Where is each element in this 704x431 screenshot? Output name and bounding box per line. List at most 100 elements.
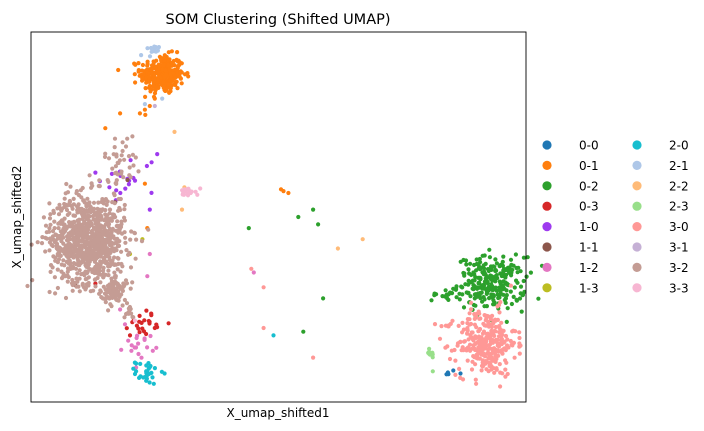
point-3-0 [261, 285, 266, 290]
point-0-3 [134, 323, 139, 328]
point-0-1 [118, 111, 123, 116]
point-3-2 [122, 157, 127, 162]
point-0-2 [480, 299, 485, 304]
point-3-2 [106, 156, 112, 161]
point-0-2 [481, 295, 486, 300]
point-3-0 [467, 311, 472, 316]
point-0-1 [166, 82, 171, 87]
point-1-2 [129, 343, 134, 348]
point-3-2 [89, 234, 94, 239]
point-3-2 [124, 248, 129, 253]
point-0-2 [454, 295, 459, 300]
legend-item-1-1: 1-1 [542, 241, 599, 255]
point-0-3 [139, 320, 144, 325]
point-3-2 [113, 214, 118, 220]
point-1-2 [136, 351, 141, 357]
point-3-2 [59, 262, 64, 267]
point-3-2 [117, 228, 122, 233]
point-3-0 [464, 348, 469, 353]
point-3-0 [492, 333, 497, 338]
point-3-2 [127, 250, 132, 255]
point-0-1 [143, 86, 148, 91]
point-0-1 [161, 64, 166, 69]
legend-item-2-3: 2-3 [632, 200, 689, 214]
point-3-0 [500, 351, 505, 356]
point-3-0 [437, 336, 443, 341]
point-3-2 [43, 223, 49, 228]
legend-marker [632, 222, 642, 232]
point-3-2 [110, 245, 115, 251]
point-3-2 [122, 202, 127, 208]
point-0-2 [464, 262, 469, 267]
point-3-2 [107, 231, 112, 236]
legend-item-3-1: 3-1 [632, 241, 689, 255]
point-3-2 [44, 236, 50, 241]
point-2-0 [271, 333, 276, 338]
point-3-2 [79, 250, 84, 256]
point-3-2 [120, 264, 125, 269]
point-0-2 [521, 278, 526, 284]
point-3-2 [110, 166, 115, 171]
point-3-0 [465, 358, 470, 363]
point-0-1 [152, 73, 157, 78]
point-3-0 [447, 356, 453, 362]
point-1-0 [93, 170, 98, 175]
point-3-2 [80, 213, 85, 218]
point-0-2 [514, 278, 519, 283]
legend-marker [542, 160, 552, 170]
point-3-0 [488, 333, 493, 338]
point-3-3 [187, 188, 192, 193]
point-0-1 [159, 56, 165, 61]
point-0-2 [484, 276, 489, 281]
point-3-0 [458, 339, 463, 344]
point-3-2 [108, 216, 113, 221]
point-3-2 [123, 144, 129, 149]
point-3-2 [117, 239, 122, 244]
point-3-2 [74, 241, 79, 246]
point-3-0 [498, 370, 503, 375]
point-3-2 [65, 273, 70, 278]
point-3-2 [52, 275, 58, 280]
point-0-2 [472, 272, 477, 277]
point-0-2 [478, 260, 483, 265]
point-3-2 [122, 207, 127, 212]
point-3-2 [58, 248, 64, 253]
point-0-1 [163, 88, 168, 93]
legend-label: 0-0 [579, 139, 599, 153]
point-3-2 [128, 175, 133, 180]
legend-label: 0-1 [579, 159, 599, 173]
series-3-2 [25, 134, 151, 320]
point-3-2 [62, 196, 67, 201]
point-2-3 [430, 350, 435, 355]
point-3-0 [482, 354, 488, 359]
point-3-2 [107, 295, 112, 300]
point-2-1 [156, 45, 161, 50]
point-3-2 [122, 315, 127, 320]
series-3-3 [132, 186, 203, 323]
point-3-2 [76, 234, 81, 239]
point-2-0 [148, 363, 153, 369]
point-1-2 [150, 348, 155, 353]
point-3-0 [493, 318, 498, 323]
point-3-2 [103, 300, 108, 305]
legend-marker [542, 242, 552, 252]
point-3-2 [25, 283, 30, 289]
point-0-1 [143, 112, 148, 117]
point-0-2 [471, 283, 476, 288]
point-0-2 [478, 296, 483, 301]
point-3-0 [497, 310, 502, 315]
legend-item-2-2: 2-2 [632, 179, 689, 193]
point-0-1 [133, 80, 138, 85]
legend-marker [632, 160, 642, 170]
point-3-2 [81, 285, 86, 290]
point-3-0 [481, 321, 486, 326]
point-3-0 [465, 317, 470, 322]
point-3-2 [68, 247, 73, 252]
point-0-2 [508, 289, 513, 294]
point-0-1 [161, 80, 166, 85]
point-3-2 [70, 264, 76, 269]
point-0-1 [156, 70, 161, 75]
point-3-2 [53, 255, 58, 260]
series-0-0 [444, 368, 463, 377]
point-0-2 [492, 300, 497, 305]
